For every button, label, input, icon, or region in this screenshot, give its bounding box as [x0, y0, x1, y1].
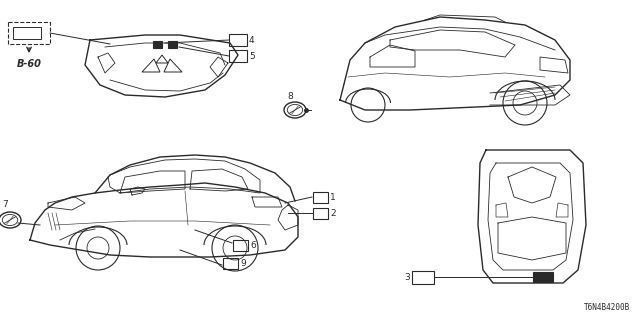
Text: 7: 7: [2, 199, 8, 209]
Text: 3: 3: [404, 273, 410, 282]
Text: T6N4B4200B: T6N4B4200B: [584, 303, 630, 312]
Bar: [312, 207, 328, 219]
Bar: [312, 191, 328, 203]
Bar: [232, 239, 248, 251]
Bar: [152, 41, 161, 47]
Bar: [13, 27, 41, 39]
Bar: [223, 258, 237, 268]
Text: B-60: B-60: [17, 59, 42, 69]
Bar: [229, 50, 247, 62]
Text: 1: 1: [330, 193, 336, 202]
Text: 9: 9: [240, 259, 246, 268]
Text: 2: 2: [330, 209, 335, 218]
Text: 5: 5: [249, 52, 255, 60]
Bar: [229, 34, 247, 46]
Bar: [412, 270, 434, 284]
Bar: [168, 41, 177, 47]
Text: 4: 4: [249, 36, 255, 44]
Text: 8: 8: [287, 92, 293, 100]
Bar: [533, 272, 553, 282]
Text: 6: 6: [250, 241, 256, 250]
Bar: [8, 22, 50, 44]
